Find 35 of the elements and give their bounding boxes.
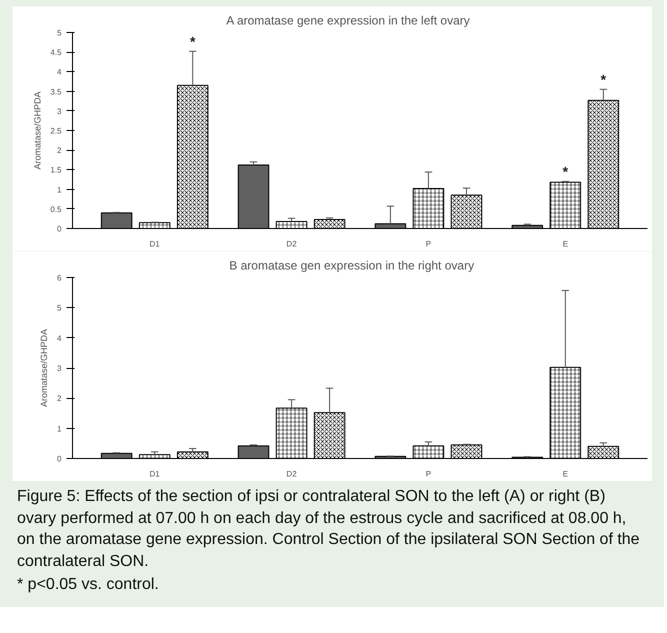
x-tick-label: D1	[150, 470, 160, 478]
x-tick-label: E	[562, 240, 568, 248]
y-tick-label: 4	[57, 68, 62, 77]
y-tick-label: 0	[57, 224, 62, 234]
y-tick-label: 2	[57, 146, 62, 156]
x-tick-label: D2	[286, 470, 298, 478]
y-tick-label: 6	[57, 274, 62, 282]
x-tick-label: P	[426, 240, 432, 248]
text: * p<0.05 vs. control.	[17, 575, 160, 596]
y-tick-label: 2.5	[50, 126, 62, 136]
y-tick-label: 1	[57, 424, 62, 434]
y-tick-label: 3	[57, 106, 62, 116]
y-tick-label: 5	[57, 28, 62, 38]
y-tick-label: 3.5	[50, 87, 62, 96]
chart-title: A aromatase gene expression in the left ovary	[226, 14, 470, 28]
data-label: *	[190, 34, 196, 50]
y-tick-label: 1	[57, 185, 62, 194]
y-tick-label: 5	[57, 304, 62, 313]
y-axis-title: Aromatase/GHPDA	[32, 91, 42, 170]
y-tick-label: 0.5	[50, 204, 62, 214]
y-axis-title: Aromatase/GHPDA	[39, 328, 50, 408]
x-tick-label: D1	[150, 240, 160, 248]
y-tick-label: 3	[57, 364, 62, 373]
chart-title: B aromatase gen expression in the right ovary	[229, 258, 474, 272]
x-tick-label: D2	[286, 240, 298, 248]
data-label: *	[562, 164, 569, 180]
x-tick-label: E	[562, 470, 568, 478]
y-tick-label: 4.5	[50, 48, 62, 58]
y-tick-label: 0	[57, 454, 62, 464]
data-label: *	[600, 72, 607, 88]
y-tick-label: 2	[57, 394, 62, 404]
x-tick-label: P	[426, 470, 432, 478]
y-tick-label: 4	[57, 334, 62, 343]
caption: Figure 5: Effects of the section of ipsi or contralateral SON to the left (A) or right (B) ovary performed at 07.00 h on each day of the estrous cycle and sacrificed at 08.00 h, on the aromatase gene expression. Control Section of the ipsilateral SON Section of the contralateral SON.	[17, 487, 641, 572]
y-tick-label: 1.5	[50, 166, 62, 175]
